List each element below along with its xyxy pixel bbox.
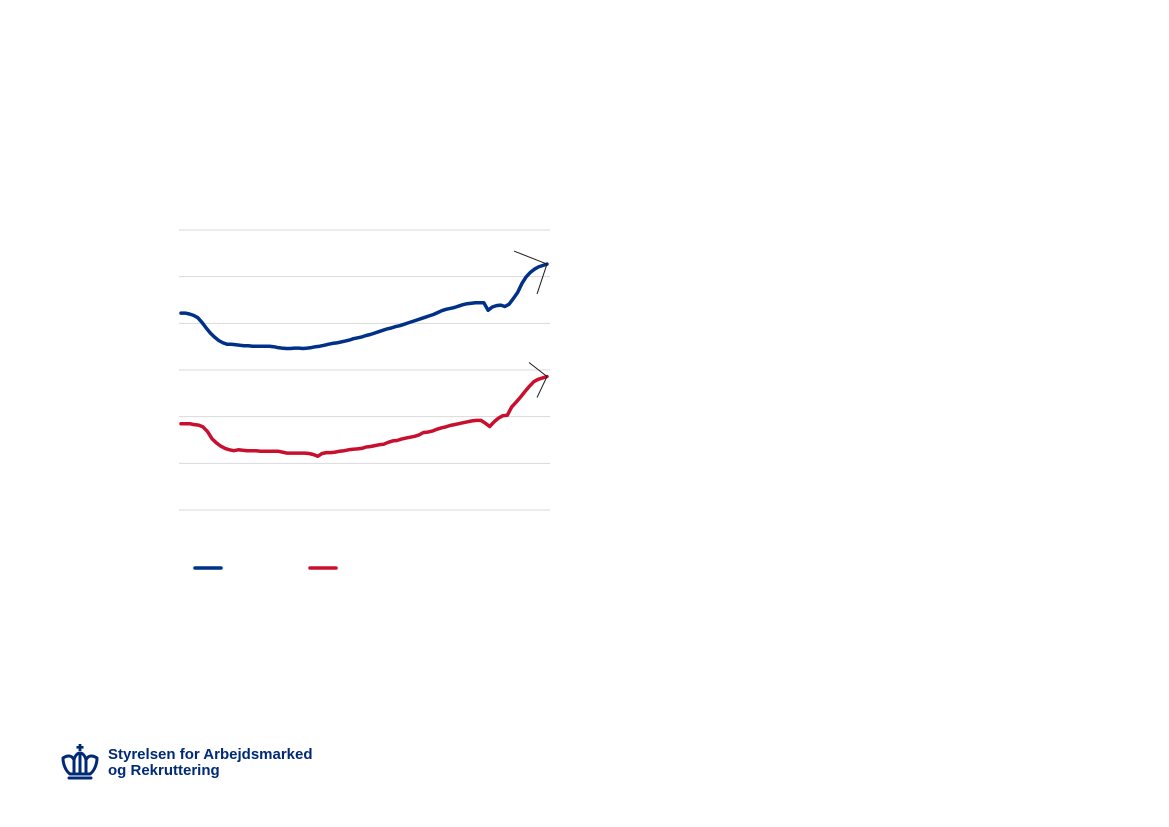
org-name-line1: Styrelsen for Arbejdsmarked <box>108 746 313 763</box>
chart-series <box>179 262 549 459</box>
annotation-pointer-2-2 <box>536 376 548 398</box>
chart-gridlines <box>179 229 550 511</box>
org-name-line2: og Rekruttering <box>108 762 220 779</box>
org-logo: Styrelsen for Arbejdsmarked og Rekrutter… <box>60 744 313 782</box>
org-name: Styrelsen for Arbejdsmarked og Rekrutter… <box>108 747 313 779</box>
annotation-pointer-1-1 <box>513 250 548 265</box>
annotation-pointer-1-2 <box>536 263 548 295</box>
crown-icon <box>61 744 99 780</box>
series-line-1 <box>179 262 549 351</box>
series-line-2 <box>179 374 549 459</box>
annotation-pointer-2-1 <box>528 362 548 377</box>
chart-annotation-pointers <box>513 250 548 398</box>
